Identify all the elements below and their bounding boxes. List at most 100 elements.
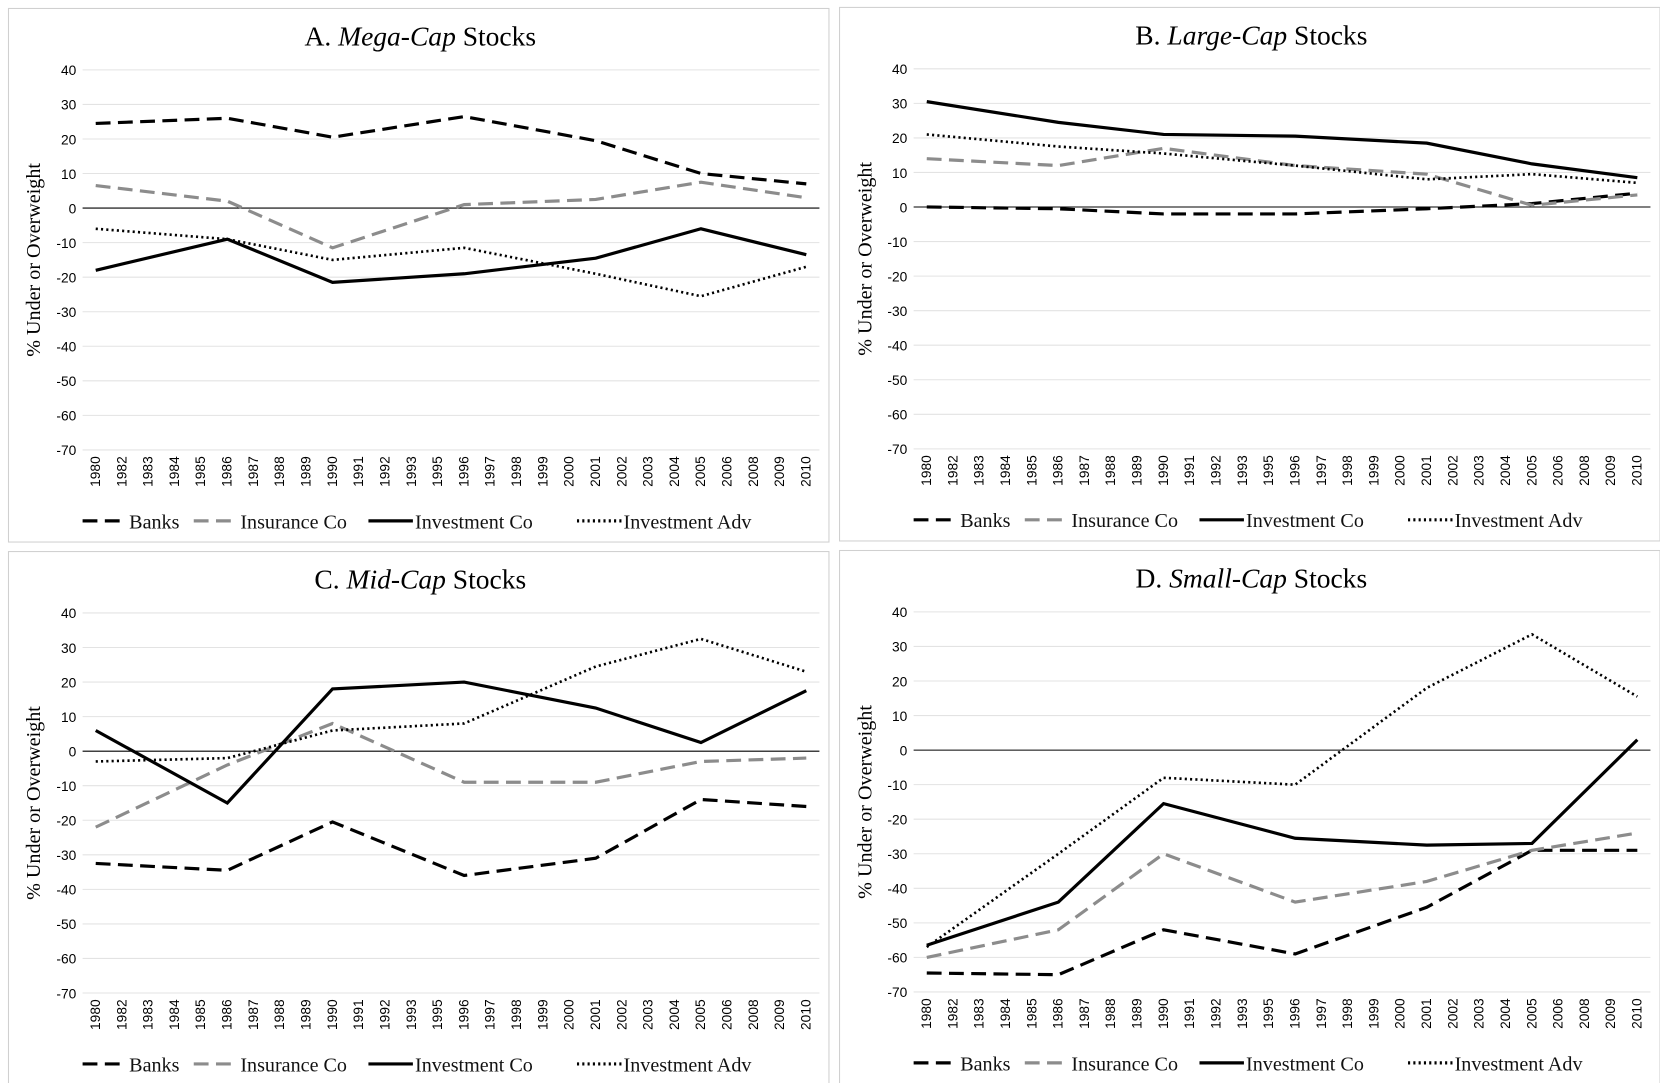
- x-tick-label: 1988: [272, 456, 287, 487]
- x-tick-label: 2002: [614, 456, 629, 487]
- x-tick-label: 1984: [167, 999, 182, 1030]
- y-tick-label: -10: [56, 236, 76, 251]
- x-tick-label: 1986: [1051, 455, 1066, 486]
- x-tick-label: 1991: [1182, 455, 1197, 486]
- x-tick-label: 1993: [1235, 998, 1250, 1029]
- x-tick-label: 2005: [1524, 455, 1539, 486]
- y-tick-label: -30: [887, 847, 907, 862]
- x-tick-label: 1984: [998, 998, 1013, 1029]
- y-axis-label: % Under or Overweight: [23, 163, 45, 357]
- legend-label: Insurance Co: [240, 511, 347, 533]
- y-tick-label: 30: [892, 97, 908, 112]
- chart-title: A. Mega-Cap Stocks: [305, 21, 537, 52]
- y-tick-label: 40: [892, 62, 908, 77]
- x-tick-label: 1980: [919, 455, 934, 486]
- panel: C. Mid-Cap Stocks % Under or Overweight -7…: [7, 551, 830, 1083]
- x-tick-label: 2001: [588, 999, 603, 1030]
- y-tick-label: 10: [61, 167, 77, 182]
- y-tick-label: -70: [887, 442, 907, 457]
- x-tick-label: 1997: [1314, 998, 1329, 1029]
- chart-title: D. Small-Cap Stocks: [1136, 563, 1368, 594]
- y-tick-label: -40: [56, 883, 76, 898]
- x-tick-label: 2006: [1551, 455, 1566, 486]
- y-tick-label: -10: [887, 778, 907, 793]
- legend-label: Banks: [129, 1054, 179, 1076]
- x-tick-label: 1996: [1287, 455, 1302, 486]
- x-tick-label: 1990: [325, 999, 340, 1030]
- legend-label: Investment Adv: [624, 1054, 753, 1076]
- series-line: [95, 637, 807, 763]
- y-tick-label: 30: [61, 641, 77, 656]
- x-tick-label: 1985: [193, 999, 208, 1030]
- y-tick-label: -20: [887, 812, 907, 827]
- legend-label: Investment Co: [1246, 1053, 1364, 1075]
- x-tick-label: 1991: [1182, 998, 1197, 1029]
- x-tick-label: 1989: [299, 999, 314, 1030]
- y-tick-label: -20: [56, 814, 76, 829]
- x-tick-label: 1997: [483, 999, 498, 1030]
- x-tick-label: 2009: [772, 999, 787, 1030]
- panel: D. Small-Cap Stocks % Under or Overweight…: [838, 549, 1660, 1083]
- y-tick-label: 40: [892, 605, 908, 620]
- series-line: [95, 227, 807, 284]
- legend-label: Insurance Co: [1071, 510, 1178, 532]
- x-tick-label: 2009: [772, 456, 787, 487]
- x-tick-label: 2002: [614, 999, 629, 1030]
- y-tick-label: 10: [61, 710, 77, 725]
- series-line: [925, 632, 1639, 949]
- x-tick-label: 1995: [1261, 455, 1276, 486]
- y-tick-label: -10: [56, 779, 76, 794]
- series-line: [926, 191, 1638, 216]
- y-tick-label: -30: [56, 848, 76, 863]
- y-tick-label: 20: [61, 132, 77, 147]
- x-tick-label: 1987: [1077, 455, 1092, 486]
- x-tick-label: 2010: [1630, 455, 1645, 486]
- x-tick-label: 2001: [1419, 998, 1434, 1029]
- x-tick-label: 1995: [1261, 998, 1276, 1029]
- x-tick-label: 2006: [1551, 998, 1566, 1029]
- x-tick-label: 2003: [1472, 998, 1487, 1029]
- x-tick-label: 1983: [141, 456, 156, 487]
- x-tick-label: 1997: [483, 456, 498, 487]
- x-tick-label: 2003: [1472, 455, 1487, 486]
- x-tick-label: 1989: [1130, 998, 1145, 1029]
- x-tick-label: 1986: [220, 456, 235, 487]
- x-tick-label: 2001: [1419, 455, 1434, 486]
- x-tick-label: 1980: [88, 456, 103, 487]
- x-tick-label: 2010: [1630, 998, 1645, 1029]
- x-tick-label: 2004: [667, 456, 682, 487]
- y-tick-label: 10: [892, 166, 908, 181]
- series-line: [926, 848, 1638, 977]
- y-tick-label: -70: [887, 985, 907, 1000]
- x-tick-label: 2006: [720, 999, 735, 1030]
- x-tick-label: 2005: [693, 456, 708, 487]
- y-axis-label: % Under or Overweight: [854, 162, 876, 356]
- x-tick-label: 1998: [509, 456, 524, 487]
- x-tick-label: 1984: [167, 456, 182, 487]
- x-tick-label: 1983: [141, 999, 156, 1030]
- y-tick-label: -10: [887, 235, 907, 250]
- y-tick-label: -50: [887, 916, 907, 931]
- x-tick-label: 2010: [798, 999, 813, 1030]
- x-tick-label: 1987: [246, 999, 261, 1030]
- x-tick-label: 1984: [998, 455, 1013, 486]
- panel: B. Large-Cap Stocks % Under or Overweight…: [838, 6, 1660, 542]
- x-tick-label: 1990: [1156, 455, 1171, 486]
- y-tick-label: -50: [56, 374, 76, 389]
- x-tick-label: 1999: [1366, 998, 1381, 1029]
- y-axis-label: % Under or Overweight: [23, 706, 45, 900]
- y-tick-label: -70: [56, 443, 76, 458]
- y-tick-label: -30: [887, 304, 907, 319]
- y-tick-label: -30: [56, 305, 76, 320]
- x-tick-label: 2004: [1498, 455, 1513, 486]
- y-tick-label: -70: [56, 986, 76, 1001]
- y-tick-label: -50: [56, 917, 76, 932]
- x-tick-label: 1999: [535, 999, 550, 1030]
- x-tick-label: 1980: [919, 998, 934, 1029]
- x-tick-label: 1993: [404, 456, 419, 487]
- x-tick-label: 2001: [588, 456, 603, 487]
- x-tick-label: 1989: [1130, 455, 1145, 486]
- legend-label: Investment Adv: [1455, 510, 1584, 532]
- x-tick-label: 1982: [114, 456, 129, 487]
